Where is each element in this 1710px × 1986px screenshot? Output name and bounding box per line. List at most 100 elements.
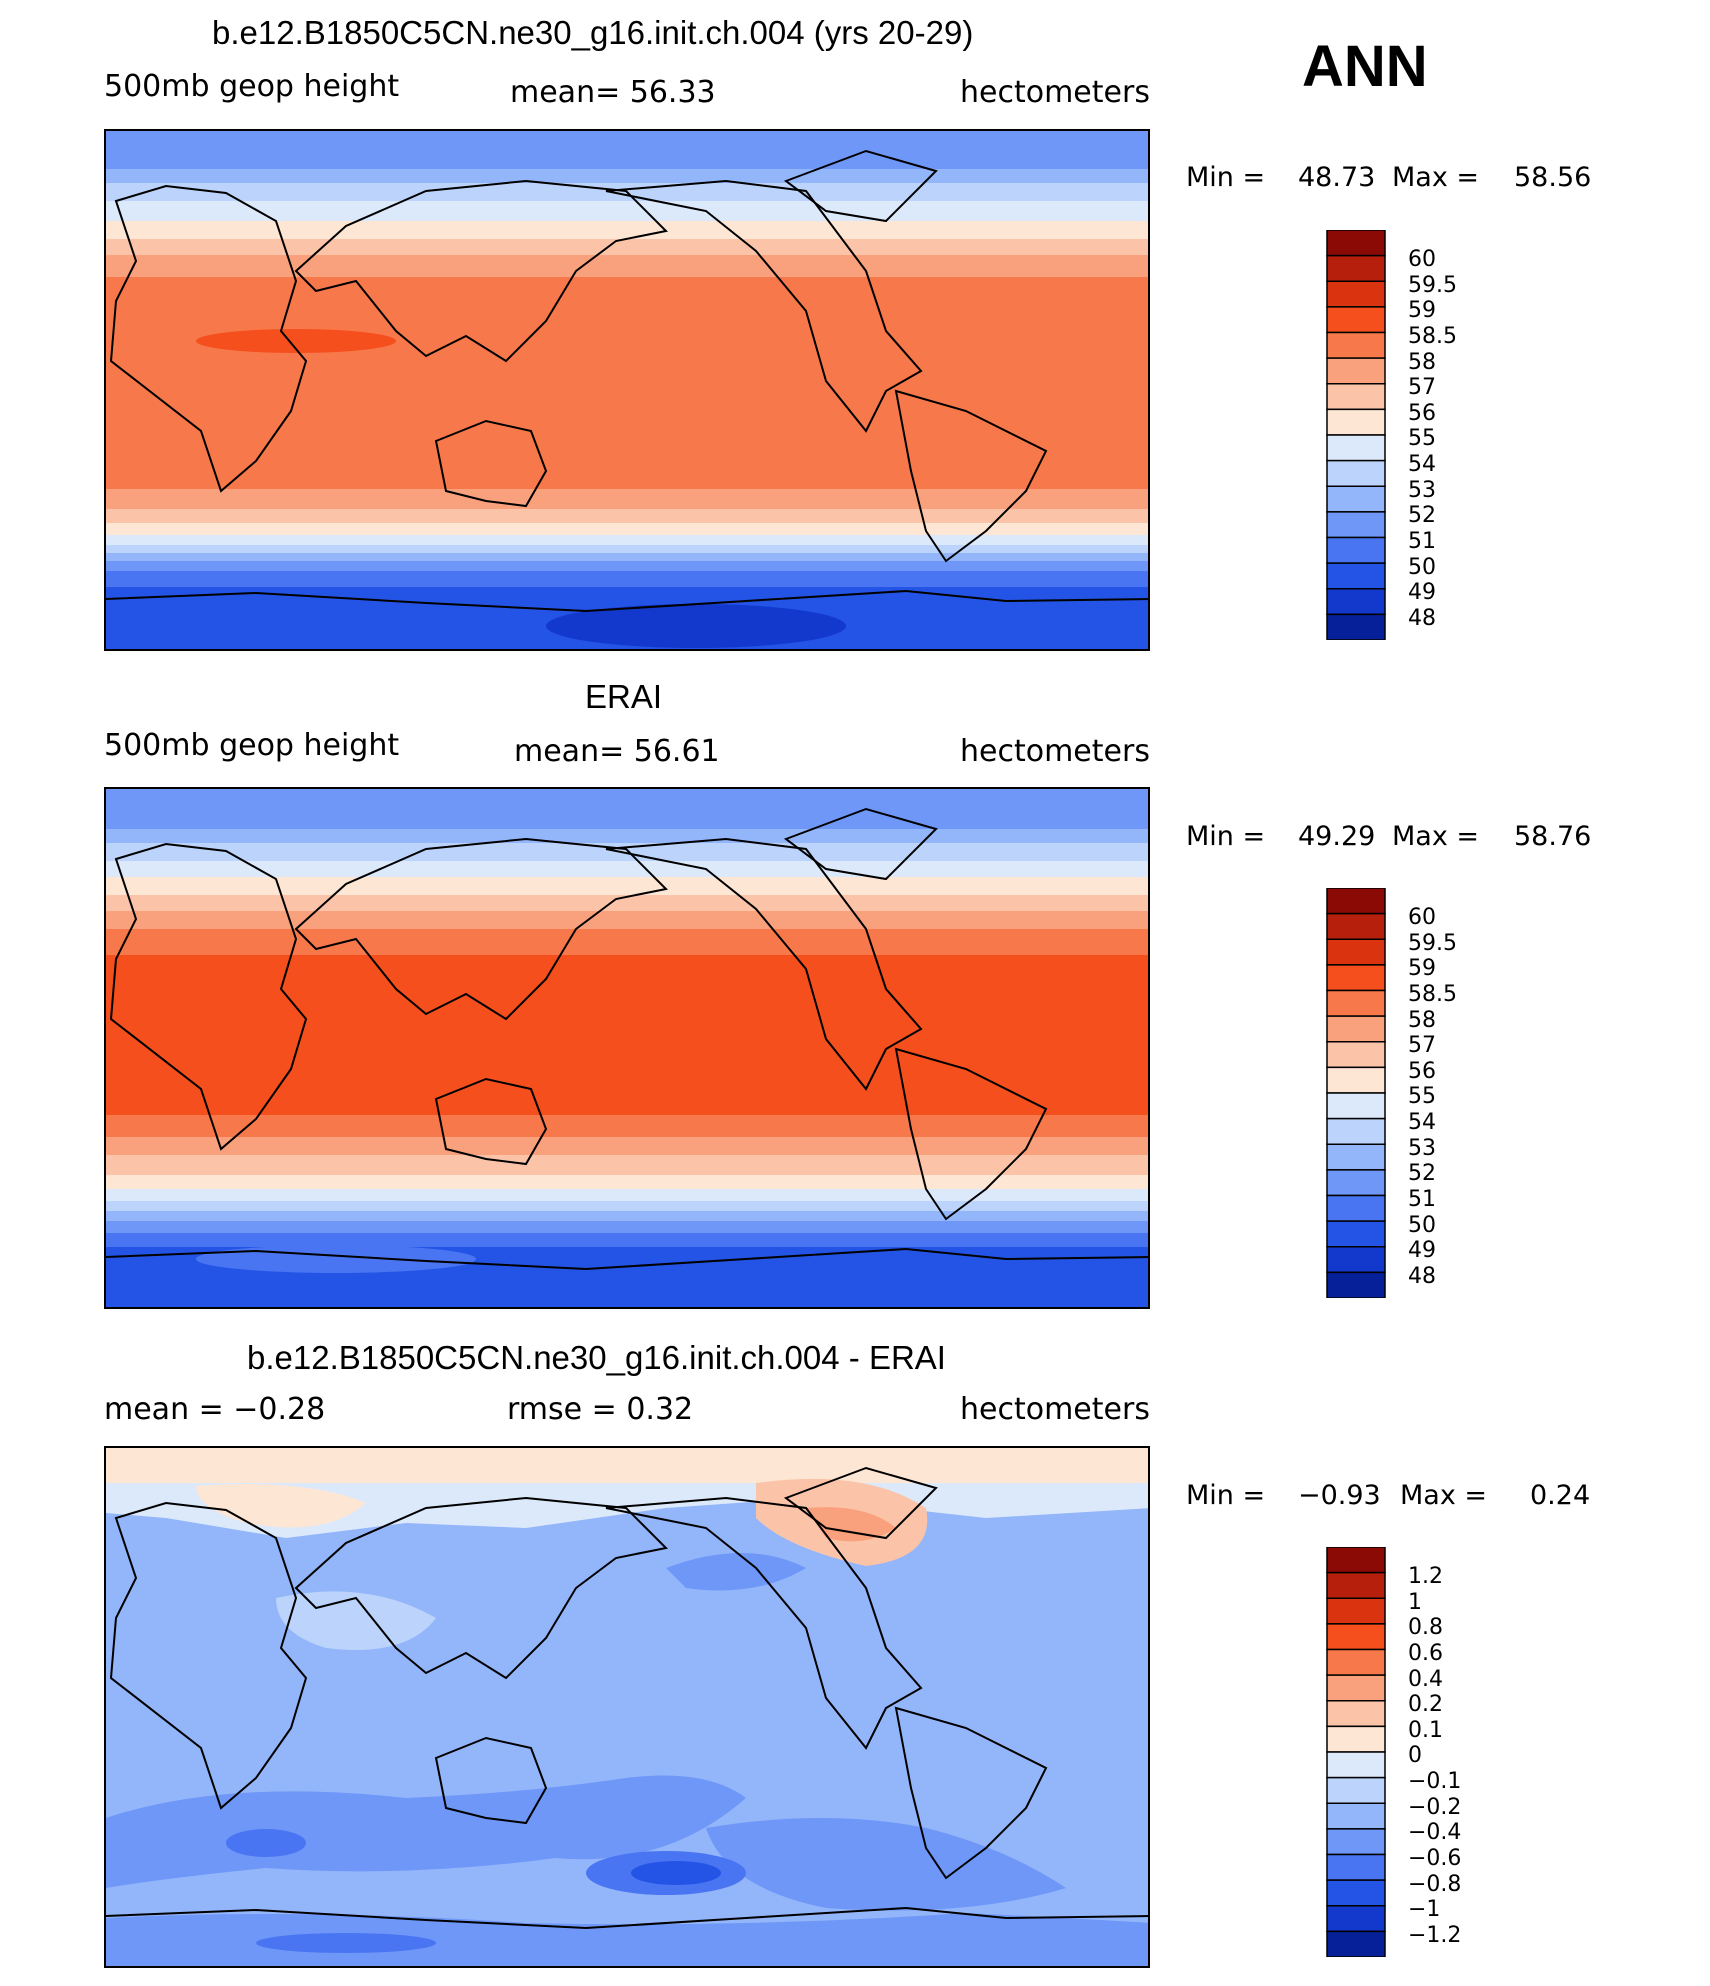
colorbar-tick-label: −0.4 bbox=[1408, 1820, 1462, 1846]
colorbar-tick-label: 52 bbox=[1408, 503, 1436, 529]
band bbox=[106, 571, 1148, 587]
colorbar-swatch bbox=[1326, 1700, 1386, 1728]
colorbar-tick-label: 48 bbox=[1408, 605, 1436, 631]
panel1-min-value: 48.73 bbox=[1298, 162, 1376, 193]
band bbox=[106, 561, 1148, 571]
colorbar-tick-label: 49 bbox=[1408, 1238, 1436, 1264]
colorbar-swatch bbox=[1326, 459, 1386, 487]
band bbox=[106, 955, 1148, 1115]
band bbox=[106, 829, 1148, 843]
band bbox=[106, 1201, 1148, 1211]
band bbox=[106, 255, 1148, 277]
panel3-title: b.e12.B1850C5CN.ne30_g16.init.ch.004 - E… bbox=[247, 1339, 946, 1376]
colorbar-swatch bbox=[1326, 1041, 1386, 1069]
colorbar-swatch bbox=[1326, 1246, 1386, 1274]
colorbar-swatch bbox=[1326, 588, 1386, 616]
season-label: ANN bbox=[1302, 34, 1428, 99]
colorbar-swatch bbox=[1326, 1776, 1386, 1804]
southern-neg-east bbox=[706, 1818, 1066, 1911]
colorbar-tick-label: 58 bbox=[1408, 1007, 1436, 1033]
panel3-max-value: 0.24 bbox=[1530, 1480, 1591, 1511]
panel1-map bbox=[104, 129, 1150, 651]
colorbar-swatch bbox=[1326, 1879, 1386, 1907]
panel2-max-label: Max = bbox=[1392, 821, 1480, 852]
colorbar-swatch bbox=[1326, 888, 1386, 915]
band bbox=[106, 1155, 1148, 1175]
colorbar-tick-label: 52 bbox=[1408, 1161, 1436, 1187]
panel1-mean-label: mean= 56.33 bbox=[510, 75, 716, 110]
panel3-max-label: Max = bbox=[1400, 1480, 1488, 1511]
band bbox=[106, 169, 1148, 183]
colorbar-swatch bbox=[1326, 1930, 1386, 1957]
colorbar-tick-label: 56 bbox=[1408, 400, 1436, 426]
panel3-min-label: Min = bbox=[1186, 1480, 1266, 1511]
colorbar-tick-label: 0.6 bbox=[1408, 1640, 1443, 1666]
band bbox=[106, 1233, 1148, 1247]
colorbar-tick-label: 53 bbox=[1408, 477, 1436, 503]
panel1-map-svg bbox=[106, 131, 1148, 649]
colorbar-tick-label: 0.2 bbox=[1408, 1692, 1443, 1718]
panel3-mean-label: mean = −0.28 bbox=[104, 1392, 326, 1427]
colorbar-swatch bbox=[1326, 511, 1386, 539]
colorbar-swatch bbox=[1326, 1853, 1386, 1881]
colorbar-swatch bbox=[1326, 306, 1386, 334]
band bbox=[106, 1221, 1148, 1233]
panel3-units-label: hectometers bbox=[960, 1392, 1150, 1427]
band bbox=[106, 1175, 1148, 1189]
colorbar-swatch bbox=[1326, 1725, 1386, 1753]
band bbox=[106, 929, 1148, 955]
colorbar-swatch bbox=[1326, 1117, 1386, 1145]
colorbar-swatch bbox=[1326, 1828, 1386, 1856]
panel1-max-value: 58.56 bbox=[1514, 162, 1592, 193]
panel1-max-label: Max = bbox=[1392, 162, 1480, 193]
colorbar-tick-label: 48 bbox=[1408, 1263, 1436, 1289]
colorbar-tick-label: 59.5 bbox=[1408, 272, 1457, 298]
colorbar-swatch bbox=[1326, 1905, 1386, 1933]
colorbar-swatch bbox=[1326, 562, 1386, 590]
band bbox=[106, 545, 1148, 553]
colorbar-tick-label: 51 bbox=[1408, 528, 1436, 554]
min-region bbox=[226, 1829, 306, 1857]
panel2-min-value: 49.29 bbox=[1298, 821, 1376, 852]
band bbox=[106, 131, 1148, 169]
band bbox=[106, 789, 1148, 829]
colorbar-tick-label: 1.2 bbox=[1408, 1564, 1443, 1589]
panel1-units-label: hectometers bbox=[960, 75, 1150, 110]
colorbar-tick-label: 59.5 bbox=[1408, 930, 1457, 956]
panel3-colorbar-svg bbox=[1326, 1547, 1386, 1957]
panel1-colorbar bbox=[1326, 230, 1386, 640]
antarctic-neg bbox=[256, 1933, 436, 1953]
band bbox=[106, 535, 1148, 545]
contour-min bbox=[546, 604, 846, 648]
colorbar-swatch bbox=[1326, 1066, 1386, 1094]
colorbar-tick-label: 0.1 bbox=[1408, 1717, 1443, 1743]
colorbar-swatch bbox=[1326, 1571, 1386, 1599]
colorbar-tick-label: −1 bbox=[1408, 1897, 1441, 1923]
colorbar-swatch bbox=[1326, 1674, 1386, 1702]
colorbar-tick-label: 55 bbox=[1408, 426, 1436, 452]
panel3-rmse-label: rmse = 0.32 bbox=[507, 1392, 694, 1427]
colorbar-tick-label: 58.5 bbox=[1408, 981, 1457, 1007]
colorbar-tick-label: 1 bbox=[1408, 1589, 1422, 1615]
band bbox=[106, 201, 1148, 221]
panel3-colorbar bbox=[1326, 1547, 1386, 1957]
colorbar-tick-label: 60 bbox=[1408, 905, 1436, 930]
colorbar-tick-label: 50 bbox=[1408, 554, 1436, 580]
colorbar-tick-label: −0.8 bbox=[1408, 1871, 1462, 1897]
colorbar-tick-label: 58.5 bbox=[1408, 323, 1457, 349]
contour-max bbox=[196, 329, 396, 353]
band bbox=[106, 1115, 1148, 1137]
band bbox=[106, 1189, 1148, 1201]
colorbar-tick-label: 0.8 bbox=[1408, 1615, 1443, 1641]
colorbar-swatch bbox=[1326, 912, 1386, 940]
colorbar-swatch bbox=[1326, 1015, 1386, 1043]
panel2-min-label: Min = bbox=[1186, 821, 1266, 852]
panel3-min-value: −0.93 bbox=[1298, 1480, 1381, 1511]
panel2-max-value: 58.76 bbox=[1514, 821, 1592, 852]
southern-neg bbox=[106, 1775, 746, 1888]
colorbar-tick-label: −0.1 bbox=[1408, 1769, 1462, 1794]
colorbar-swatch bbox=[1326, 1271, 1386, 1298]
panel2-map bbox=[104, 787, 1150, 1309]
panel2-map-svg bbox=[106, 789, 1148, 1307]
coastlines bbox=[106, 149, 1148, 613]
